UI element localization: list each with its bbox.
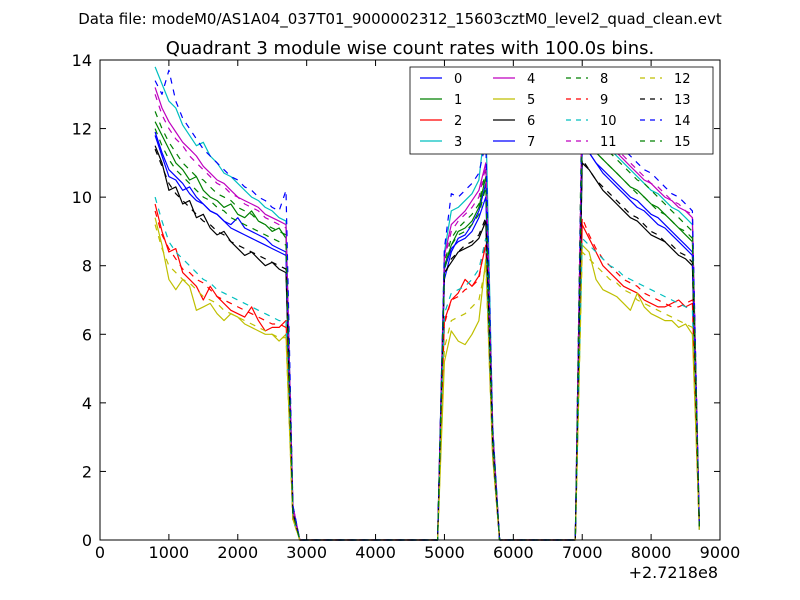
legend-label-7: 7: [527, 135, 535, 150]
legend-label-2: 2: [454, 114, 462, 129]
series-line-6: [154, 145, 700, 541]
series-line-12: [154, 224, 700, 541]
y-tick-label: 14: [72, 51, 92, 70]
series-line-2: [154, 203, 700, 541]
series-line-5: [154, 217, 700, 541]
legend-label-11: 11: [600, 135, 617, 150]
legend-label-12: 12: [674, 72, 691, 87]
x-tick-label: 3000: [286, 543, 327, 562]
legend-label-0: 0: [454, 72, 462, 87]
legend-label-3: 3: [454, 135, 462, 150]
legend-label-4: 4: [527, 72, 535, 87]
x-tick-label: 0: [95, 543, 105, 562]
y-tick-label: 2: [82, 462, 92, 481]
legend-label-1: 1: [454, 93, 462, 108]
series-line-9: [154, 210, 700, 541]
x-tick-label: 5000: [424, 543, 465, 562]
chart-title: Quadrant 3 module wise count rates with …: [166, 38, 655, 59]
legend-label-8: 8: [600, 72, 608, 87]
series-line-8: [154, 76, 700, 541]
x-tick-label: 9000: [700, 543, 741, 562]
series-line-10: [154, 196, 700, 541]
series-line-13: [154, 148, 700, 541]
series-line-3: [154, 66, 700, 541]
series-line-4: [154, 87, 700, 541]
y-tick-label: 6: [82, 325, 92, 344]
legend-label-10: 10: [600, 114, 617, 129]
legend-label-14: 14: [674, 114, 691, 129]
x-tick-label: 4000: [355, 543, 396, 562]
legend-label-5: 5: [527, 93, 535, 108]
suptitle: Data file: modeM0/AS1A04_037T01_90000023…: [78, 10, 722, 29]
axes-frame: [99, 59, 721, 541]
y-tick-label: 12: [72, 120, 92, 139]
series-line-15: [154, 128, 700, 541]
x-tick-label: 8000: [631, 543, 672, 562]
series-line-11: [154, 94, 700, 541]
legend-label-13: 13: [674, 93, 691, 108]
legend-box: [409, 66, 714, 155]
x-offset-label: +2.7218e8: [629, 563, 718, 582]
series-line-7: [154, 131, 700, 541]
x-tick-label: 2000: [217, 543, 258, 562]
series-line-1: [154, 121, 700, 541]
y-tick-label: 0: [82, 531, 92, 550]
x-axis: 0 1000 2000 3000 4000 5000 6000 7000 8000 9000: [95, 60, 740, 562]
x-tick-label: 7000: [562, 543, 603, 562]
series-layer: [154, 66, 700, 541]
legend-label-6: 6: [527, 114, 535, 129]
x-tick-label: 6000: [493, 543, 534, 562]
y-tick-label: 10: [72, 188, 92, 207]
plot-area: 0 1000 2000 3000 4000 5000 6000 7000 8000 9000 0 2…: [72, 51, 741, 562]
x-tick-label: 1000: [149, 543, 190, 562]
y-tick-label: 4: [82, 394, 92, 413]
y-tick-label: 8: [82, 257, 92, 276]
legend-label-9: 9: [600, 93, 608, 108]
legend-label-15: 15: [674, 135, 691, 150]
